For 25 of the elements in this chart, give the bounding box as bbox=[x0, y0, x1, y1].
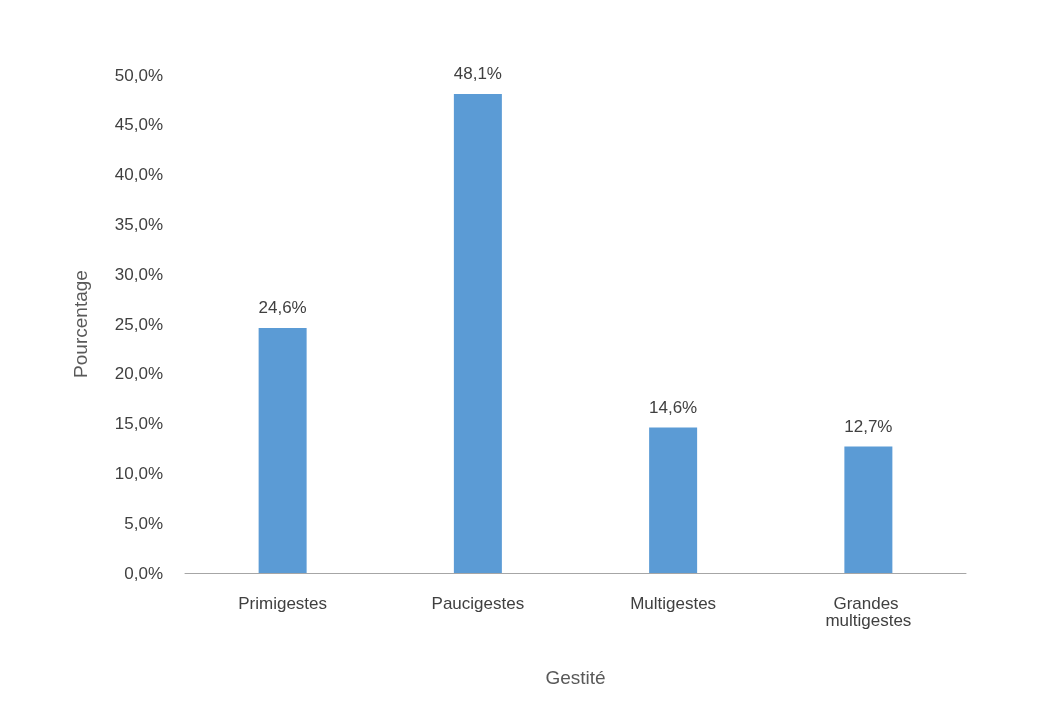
data-label: 48,1% bbox=[453, 63, 502, 83]
bar bbox=[649, 427, 698, 573]
data-label: 24,6% bbox=[258, 297, 307, 317]
y-tick-label: 45,0% bbox=[114, 115, 163, 135]
y-tick-label: 35,0% bbox=[114, 214, 163, 234]
bar bbox=[844, 446, 893, 573]
y-tick-label: 15,0% bbox=[114, 414, 163, 434]
data-label: 12,7% bbox=[844, 416, 893, 436]
y-tick-label: 25,0% bbox=[114, 314, 163, 334]
y-tick-label: 50,0% bbox=[114, 65, 163, 85]
bar bbox=[258, 327, 307, 573]
y-axis-title: Pourcentage bbox=[70, 270, 91, 378]
x-tick-label: Grandes multigestes bbox=[825, 594, 912, 630]
y-tick-label: 20,0% bbox=[114, 364, 163, 384]
x-tick-label: Multigestes bbox=[630, 594, 717, 613]
bar bbox=[453, 93, 502, 573]
y-tick-label: 0,0% bbox=[124, 563, 163, 583]
y-tick-label: 5,0% bbox=[124, 513, 163, 533]
y-tick-label: 10,0% bbox=[114, 463, 163, 483]
x-tick-label: Primigestes bbox=[238, 594, 328, 613]
x-axis-title: Gestité bbox=[545, 667, 606, 688]
y-tick-label: 40,0% bbox=[114, 165, 163, 185]
y-tick-label: 30,0% bbox=[114, 264, 163, 284]
x-tick-label: Paucigestes bbox=[431, 594, 525, 613]
data-label: 14,6% bbox=[649, 397, 698, 417]
